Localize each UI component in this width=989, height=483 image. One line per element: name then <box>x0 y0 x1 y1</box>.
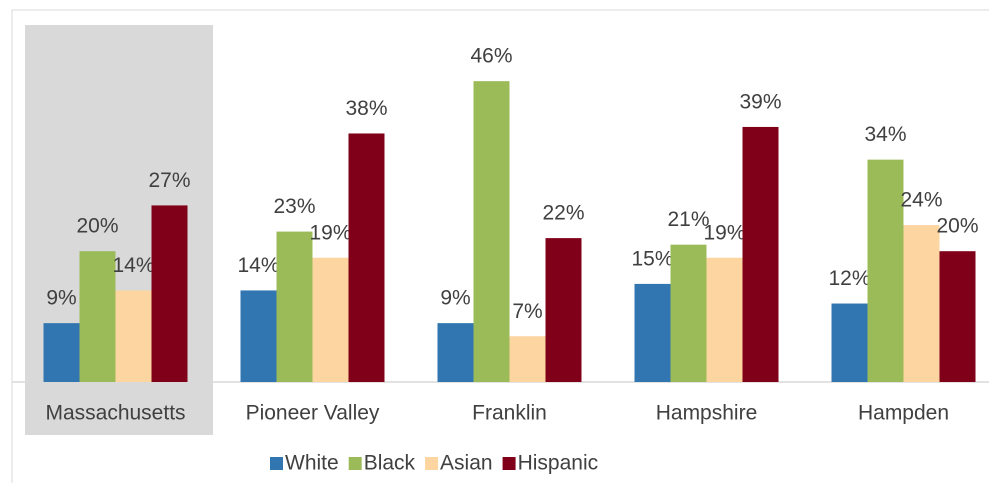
x-tick-label: Pioneer Valley <box>246 402 380 425</box>
bar <box>79 251 116 382</box>
x-tick-label: Massachusetts <box>45 402 185 425</box>
bar <box>473 81 510 382</box>
legend-swatch <box>270 457 283 470</box>
value-label: 24% <box>900 189 942 212</box>
x-tick-label: Hampden <box>858 402 949 425</box>
bar <box>437 323 474 382</box>
legend-label: White <box>285 452 339 475</box>
bar <box>43 323 80 382</box>
value-label: 9% <box>440 287 470 310</box>
bar <box>706 257 743 382</box>
value-label: 9% <box>46 287 76 310</box>
bar <box>115 290 152 382</box>
legend-swatch <box>502 457 516 470</box>
value-label: 21% <box>667 208 709 231</box>
value-label: 23% <box>273 195 315 218</box>
value-label: 12% <box>828 267 870 290</box>
value-label: 20% <box>936 215 978 238</box>
bar <box>903 225 940 382</box>
value-label: 46% <box>470 45 512 68</box>
legend-swatch <box>348 457 362 470</box>
value-label: 38% <box>345 97 387 120</box>
value-label: 39% <box>739 90 781 113</box>
bar <box>742 126 779 382</box>
bar <box>509 336 546 382</box>
legend-label: Black <box>364 452 416 475</box>
bar <box>670 244 707 382</box>
bar <box>831 303 868 382</box>
bar <box>240 290 277 382</box>
value-label: 19% <box>703 221 745 244</box>
bar <box>348 133 385 382</box>
value-label: 14% <box>237 254 279 277</box>
bar <box>276 231 313 382</box>
bar <box>634 283 671 382</box>
legend-swatch <box>425 457 439 470</box>
bar <box>151 205 188 382</box>
legend-label: Asian <box>440 452 493 475</box>
value-label: 14% <box>112 254 154 277</box>
bar <box>312 257 349 382</box>
value-label: 15% <box>631 247 673 270</box>
value-label: 7% <box>512 300 542 323</box>
value-label: 19% <box>309 221 351 244</box>
value-label: 27% <box>148 169 190 192</box>
x-tick-label: Hampshire <box>656 402 758 425</box>
value-label: 20% <box>76 215 118 238</box>
value-label: 34% <box>864 123 906 146</box>
bar <box>939 251 976 382</box>
x-tick-label: Franklin <box>472 402 547 425</box>
legend-label: Hispanic <box>518 452 599 475</box>
bar <box>545 238 582 382</box>
bar <box>867 159 904 382</box>
value-label: 22% <box>542 202 584 225</box>
